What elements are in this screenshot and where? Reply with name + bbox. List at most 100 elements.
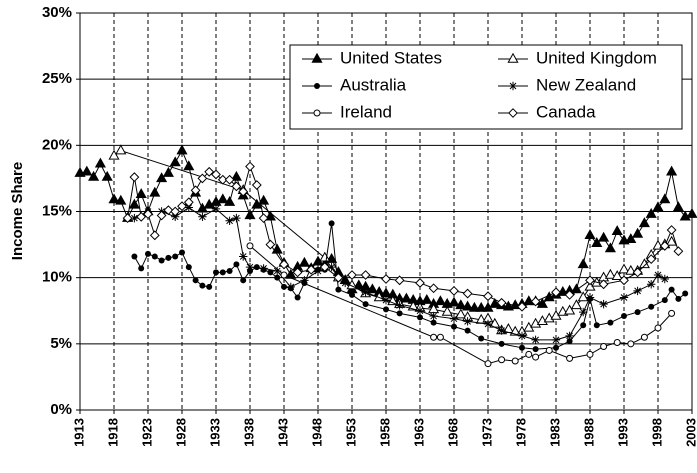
data-point — [564, 304, 576, 315]
data-point — [253, 264, 260, 271]
data-point — [585, 275, 595, 286]
data-point — [94, 157, 106, 168]
data-point — [131, 253, 138, 260]
data-point — [570, 299, 582, 310]
data-point — [349, 291, 355, 298]
data-point — [632, 227, 644, 238]
data-point — [666, 235, 678, 246]
data-point — [593, 322, 600, 329]
data-point — [464, 327, 471, 334]
data-point — [381, 295, 391, 305]
data-point — [566, 354, 574, 362]
data-point — [143, 209, 153, 220]
data-point — [170, 206, 181, 217]
data-point — [434, 295, 446, 306]
data-point — [483, 319, 493, 329]
data-point — [395, 301, 404, 310]
data-point — [621, 313, 627, 320]
data-point — [183, 197, 194, 208]
data-point — [274, 274, 281, 281]
data-point — [530, 296, 541, 307]
data-point — [203, 198, 215, 209]
legend-label: Ireland — [340, 102, 392, 121]
data-point — [532, 346, 539, 353]
data-point — [580, 322, 587, 329]
x-tick-label: 2003 — [683, 418, 697, 447]
data-point — [618, 263, 630, 274]
data-point — [536, 315, 548, 326]
data-point — [517, 301, 527, 312]
data-point — [366, 283, 378, 294]
x-tick-label: 1953 — [343, 418, 358, 447]
x-tick-label: 1943 — [275, 418, 290, 447]
data-point — [280, 271, 288, 279]
data-point — [579, 307, 588, 317]
data-point — [233, 261, 240, 268]
data-point — [183, 160, 195, 171]
data-point — [543, 312, 555, 323]
data-point — [511, 357, 519, 365]
data-point — [298, 256, 310, 267]
data-point — [566, 338, 573, 345]
data-point — [192, 277, 199, 284]
data-point — [176, 144, 188, 155]
data-point — [551, 287, 561, 298]
data-point — [172, 253, 179, 260]
x-tick-label: 1938 — [241, 418, 256, 447]
data-point — [245, 161, 255, 172]
x-tick-label: 1978 — [513, 418, 528, 447]
data-point — [634, 309, 641, 316]
data-point — [682, 290, 689, 297]
x-tick-label: 1988 — [581, 418, 596, 447]
data-point — [138, 265, 145, 272]
data-point — [158, 257, 165, 264]
data-point — [496, 297, 507, 308]
data-point — [400, 292, 412, 303]
data-point — [686, 207, 697, 218]
data-point — [204, 166, 215, 177]
x-tick-label: 1948 — [309, 418, 324, 447]
data-point — [362, 301, 369, 308]
data-point — [599, 299, 608, 309]
data-point — [632, 267, 643, 278]
data-point — [598, 231, 610, 242]
data-point — [613, 339, 621, 347]
data-point — [240, 277, 247, 284]
data-point — [659, 240, 670, 251]
x-tick-label: 1973 — [479, 418, 494, 447]
legend-marker — [508, 81, 518, 91]
legend-label: United States — [340, 48, 442, 67]
data-point — [281, 283, 287, 290]
data-point — [381, 274, 391, 284]
data-point — [449, 314, 459, 323]
data-point — [197, 173, 208, 184]
data-point — [672, 201, 684, 212]
data-point — [179, 249, 185, 256]
data-point — [430, 333, 438, 341]
legend-marker — [311, 52, 323, 63]
data-point — [300, 276, 309, 285]
data-point — [484, 360, 492, 368]
data-point — [645, 207, 657, 218]
data-point — [577, 291, 589, 302]
data-point — [545, 346, 553, 354]
data-point — [585, 293, 595, 302]
y-tick-label: 25% — [42, 70, 72, 87]
data-point — [101, 170, 113, 181]
data-point — [625, 233, 637, 243]
data-point — [429, 311, 438, 321]
data-point — [468, 301, 480, 312]
data-point — [415, 278, 425, 288]
data-point — [258, 213, 269, 224]
data-point — [162, 166, 174, 177]
data-point — [122, 213, 133, 224]
data-point — [463, 317, 472, 326]
data-point — [604, 268, 616, 279]
data-point — [498, 356, 506, 364]
data-point — [673, 246, 684, 257]
data-point — [190, 185, 201, 196]
data-point — [217, 174, 228, 185]
data-point — [451, 323, 457, 330]
data-point — [565, 331, 574, 341]
data-point — [417, 314, 423, 321]
